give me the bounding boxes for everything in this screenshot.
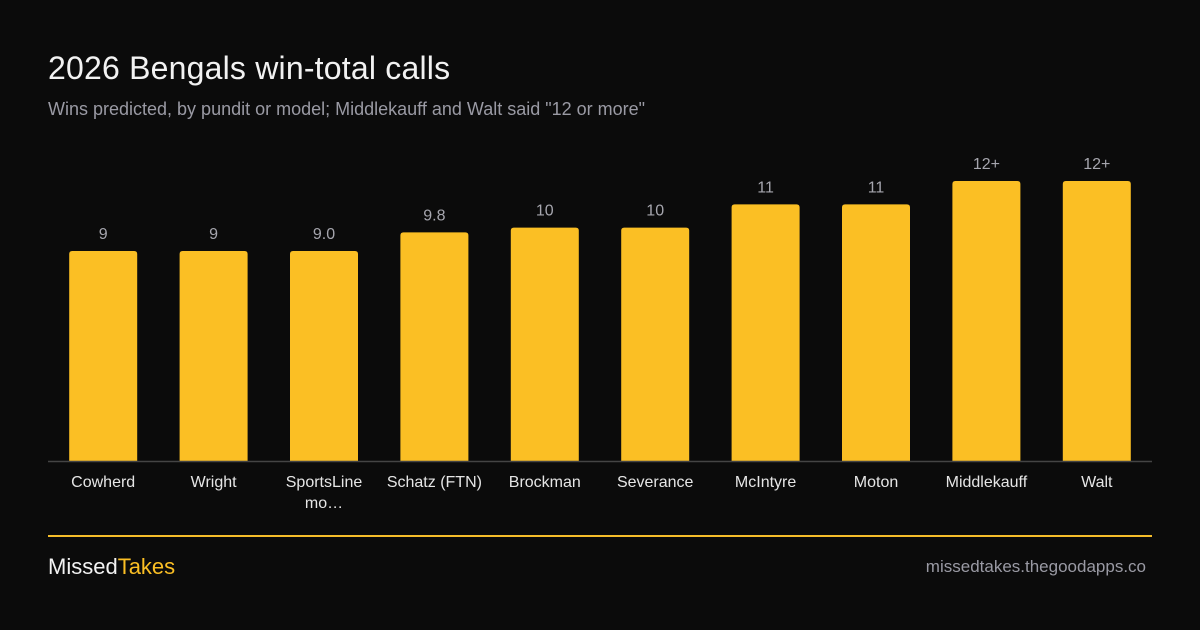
tick-label: Wright (191, 474, 237, 491)
data-label: 12+ (973, 156, 1000, 173)
data-label: 11 (868, 179, 885, 196)
data-label: 9.8 (423, 207, 445, 224)
bar (842, 204, 910, 462)
brand-logo: MissedTakes (48, 554, 175, 580)
data-label: 11 (757, 179, 774, 196)
tick-label: Cowherd (71, 474, 135, 491)
bar (510, 227, 579, 461)
bar (179, 251, 248, 461)
brand-part-1: Missed (48, 554, 118, 579)
tick-label: Moton (854, 474, 898, 491)
data-label: 12+ (1083, 156, 1110, 173)
data-label: 10 (646, 203, 664, 220)
tick-label: Middlekauff (946, 474, 1028, 491)
data-label: 9 (99, 226, 108, 243)
site-url: missedtakes.thegoodapps.co (925, 557, 1146, 576)
chart-title: 2026 Bengals win-total calls (48, 50, 451, 86)
chart-subtitle: Wins predicted, by pundit or model; Midd… (48, 99, 646, 119)
bar (290, 251, 358, 461)
bar (400, 232, 469, 461)
brand-part-2: Takes (117, 554, 176, 579)
tick-label: Walt (1081, 474, 1113, 491)
bar (952, 181, 1021, 461)
bar (731, 204, 800, 462)
tick-label: Schatz (FTN) (387, 474, 482, 491)
data-label: 9 (209, 226, 218, 243)
tick-label: Brockman (509, 474, 581, 491)
bar (69, 251, 138, 461)
tick-label: SportsLine mo… (286, 474, 363, 512)
footer-divider (48, 535, 1152, 537)
data-label: 10 (536, 203, 554, 220)
bar (1062, 181, 1131, 461)
bar-chart: 9 Cowherd 9 Wright 9.0 SportsLine mo… 9.8 Schatz… (48, 156, 1152, 512)
tick-label: McIntyre (735, 474, 796, 491)
bar (621, 227, 690, 461)
data-label: 9.0 (313, 226, 335, 243)
tick-label: Severance (617, 474, 694, 491)
